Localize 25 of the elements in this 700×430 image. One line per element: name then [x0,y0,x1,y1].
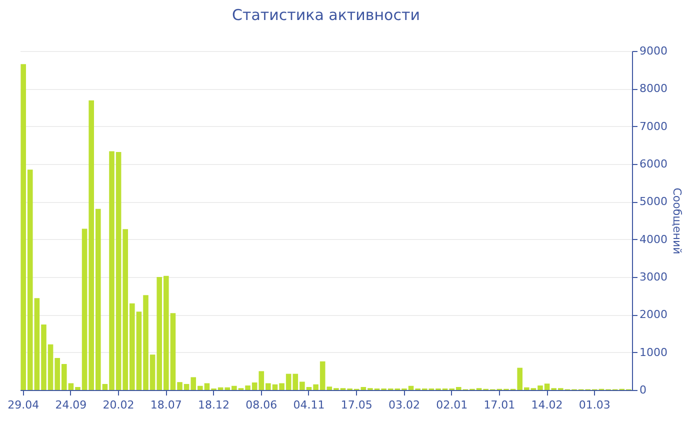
x-tick-label: 17.01 [484,398,516,412]
y-tick-label: 6000 [640,158,668,170]
y-tick-label: 9000 [640,44,668,58]
x-tick-label: 18.07 [150,398,182,412]
x-tick-label: 02.01 [436,398,468,412]
x-tick-label: 04.11 [293,398,325,412]
x-tick-label: 14.02 [531,398,563,412]
x-tick-label: 08.06 [246,398,278,412]
x-tick-label: 01.03 [578,398,610,412]
y-tick-label: 3000 [640,270,668,284]
x-tick-label: 20.02 [102,398,134,412]
y-tick-label: 4000 [640,232,668,246]
x-tick-label: 03.02 [388,398,420,412]
x-tick-label: 24.09 [55,398,87,412]
y-tick-label: 0 [640,384,646,396]
y-axis-title: Сообщений [670,188,684,254]
y-tick-label: 8000 [640,82,668,96]
y-tick-label: 7000 [640,120,668,133]
x-tick-label: 29.04 [8,398,40,412]
y-tick-label: 5000 [640,195,668,208]
chart-title: Статистика активности [232,6,420,24]
y-tick-label: 1000 [640,346,668,359]
x-tick-label: 17.05 [340,398,372,412]
y-tick-label: 2000 [640,308,668,322]
x-tick-label: 18.12 [198,398,230,412]
